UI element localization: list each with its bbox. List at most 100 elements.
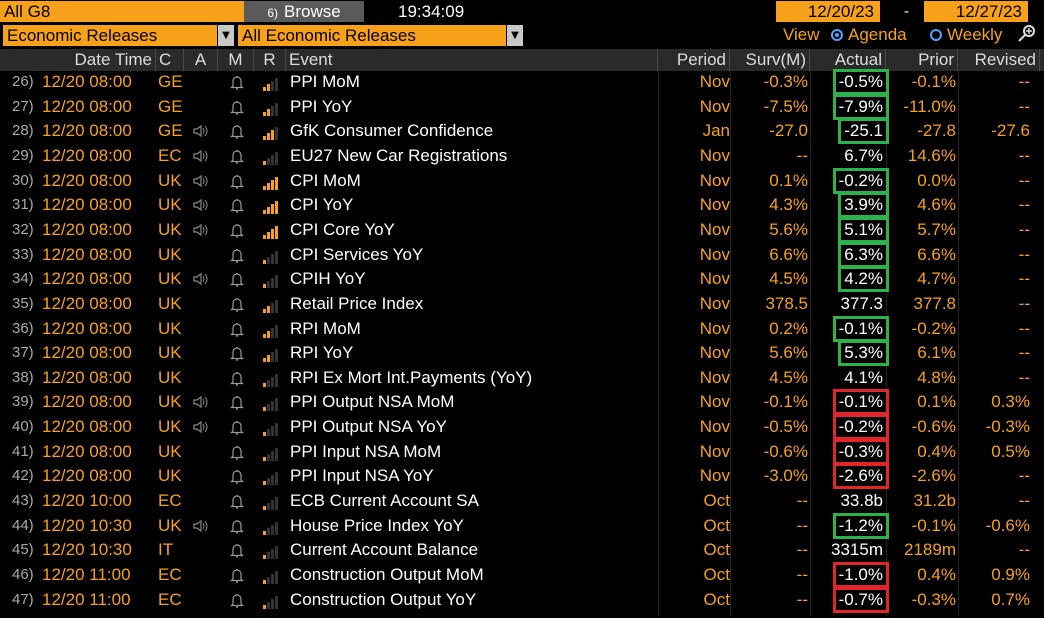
subcategory-select[interactable]: All Economic Releases — [238, 25, 506, 46]
table-row[interactable]: 27) 12/20 08:00 GE PPI YoY Nov -7.5% -7.9% -11.… — [0, 93, 1044, 120]
chevron-down-icon[interactable]: ▼ — [218, 25, 234, 46]
beat-highlight-box — [838, 241, 889, 268]
date-from-field[interactable]: 12/20/23 — [776, 1, 880, 22]
relevance-bars-icon — [262, 199, 280, 223]
table-row[interactable]: 39) 12/20 08:00 UK PPI Output NSA MoM Nov -0.… — [0, 389, 1044, 416]
row-revised: -- — [1018, 72, 1030, 91]
col-country[interactable]: C — [156, 49, 184, 71]
bell-icon[interactable] — [228, 292, 246, 316]
bell-icon[interactable] — [228, 243, 246, 267]
table-row[interactable]: 45) 12/20 10:30 IT Current Account Balance O… — [0, 538, 1044, 563]
bell-icon[interactable] — [228, 415, 246, 439]
row-survey: -0.5% — [763, 417, 808, 437]
row-country: UK — [158, 441, 182, 461]
bell-icon[interactable] — [228, 95, 246, 119]
table-row[interactable]: 28) 12/20 08:00 GE GfK Consumer Confidence J… — [0, 118, 1044, 145]
bell-icon[interactable] — [228, 440, 246, 464]
speaker-icon[interactable] — [192, 218, 210, 242]
speaker-icon[interactable] — [192, 169, 210, 193]
col-datetime[interactable]: Date Time — [0, 49, 156, 71]
col-prior[interactable]: Prior — [886, 49, 958, 71]
bell-icon[interactable] — [228, 366, 246, 390]
row-revised: -- — [1018, 195, 1030, 215]
table-row[interactable]: 40) 12/20 08:00 UK PPI Output NSA YoY Nov -0.… — [0, 414, 1044, 441]
bell-icon[interactable] — [228, 144, 246, 168]
table-row[interactable]: 32) 12/20 08:00 UK CPI Core YoY Nov 5.6% 5.1% 5… — [0, 216, 1044, 243]
table-row[interactable]: 42) 12/20 08:00 UK PPI Input NSA YoY Nov -3.0… — [0, 463, 1044, 490]
zoom-icon[interactable] — [1016, 24, 1038, 48]
table-row[interactable]: 36) 12/20 08:00 UK RPI MoM Nov 0.2% -0.1% -0.2%… — [0, 315, 1044, 342]
col-survey[interactable]: Surv(M) — [730, 49, 810, 71]
row-period: Nov — [699, 244, 730, 264]
beat-highlight-box — [838, 340, 889, 367]
weekly-radio[interactable] — [930, 29, 942, 41]
bell-icon[interactable] — [228, 464, 246, 488]
speaker-icon[interactable] — [192, 144, 210, 168]
bell-icon[interactable] — [228, 169, 246, 193]
col-actual[interactable]: Actual — [810, 49, 886, 71]
bell-icon[interactable] — [228, 119, 246, 143]
speaker-icon[interactable] — [192, 415, 210, 439]
browse-icon: 6) — [267, 6, 278, 20]
row-event: EU27 New Car Registrations — [290, 145, 508, 165]
chevron-down-icon[interactable]: ▼ — [507, 25, 523, 46]
col-event[interactable]: Event — [286, 49, 658, 71]
table-row[interactable]: 34) 12/20 08:00 UK CPIH YoY Nov 4.5% 4.2% 4.7% -… — [0, 266, 1044, 293]
bell-icon[interactable] — [228, 538, 246, 562]
col-period[interactable]: Period — [658, 49, 730, 71]
agenda-radio[interactable] — [831, 29, 843, 41]
browse-button[interactable]: 6) Browse — [244, 1, 364, 22]
speaker-icon[interactable] — [192, 267, 210, 291]
weekly-label[interactable]: Weekly — [947, 25, 1003, 44]
relevance-bars-icon — [262, 396, 280, 420]
table-row[interactable]: 31) 12/20 08:00 UK CPI YoY Nov 4.3% 3.9% 4.6% -- — [0, 192, 1044, 219]
row-prior: 6.6% — [917, 244, 956, 264]
bell-icon[interactable] — [228, 563, 246, 587]
table-row[interactable]: 29) 12/20 08:00 EC EU27 New Car Registratio… — [0, 144, 1044, 169]
agenda-label[interactable]: Agenda — [848, 25, 907, 44]
row-datetime: 12/20 08:00 — [42, 121, 132, 141]
bell-icon[interactable] — [228, 390, 246, 414]
bell-icon[interactable] — [228, 514, 246, 538]
table-row[interactable]: 43) 12/20 10:00 EC ECB Current Account SA Oc… — [0, 489, 1044, 514]
bell-icon[interactable] — [228, 70, 246, 94]
row-index: 43) — [12, 492, 34, 510]
table-row[interactable]: 26) 12/20 08:00 GE PPI MoM Nov -0.3% -0.5% -0.1… — [0, 69, 1044, 95]
category-select[interactable]: Economic Releases — [3, 25, 217, 46]
col-relevance[interactable]: R — [254, 49, 286, 71]
table-row[interactable]: 47) 12/20 11:00 EC Construction Output YoY O… — [0, 586, 1044, 613]
group-field[interactable]: All G8 — [0, 1, 244, 22]
table-row[interactable]: 37) 12/20 08:00 UK RPI YoY Nov 5.6% 5.3% 6.1% -- — [0, 340, 1044, 367]
bell-icon[interactable] — [228, 193, 246, 217]
table-row[interactable]: 41) 12/20 08:00 UK PPI Input NSA MoM Nov -0.6… — [0, 438, 1044, 465]
speaker-icon[interactable] — [192, 514, 210, 538]
row-datetime: 12/20 08:00 — [42, 466, 132, 486]
col-revised[interactable]: Revised — [958, 49, 1040, 71]
table-row[interactable]: 30) 12/20 08:00 UK CPI MoM Nov 0.1% -0.2% 0.0% -… — [0, 167, 1044, 194]
row-event: RPI MoM — [290, 318, 361, 338]
bell-icon[interactable] — [228, 218, 246, 242]
speaker-icon[interactable] — [192, 119, 210, 143]
speaker-icon[interactable] — [192, 193, 210, 217]
bell-icon[interactable] — [228, 341, 246, 365]
column-divider — [958, 49, 959, 616]
col-monitor[interactable]: M — [218, 49, 254, 71]
bell-icon[interactable] — [228, 588, 246, 612]
bell-icon[interactable] — [228, 267, 246, 291]
bell-icon[interactable] — [228, 317, 246, 341]
speaker-icon[interactable] — [192, 390, 210, 414]
table-row[interactable]: 46) 12/20 11:00 EC Construction Output MoM O… — [0, 562, 1044, 588]
table-row[interactable]: 38) 12/20 08:00 UK RPI Ex Mort Int.Payments… — [0, 366, 1044, 391]
row-datetime: 12/20 08:00 — [42, 244, 132, 264]
col-alert[interactable]: A — [184, 49, 218, 71]
table-row[interactable]: 35) 12/20 08:00 UK Retail Price Index Nov 378… — [0, 292, 1044, 317]
row-event: PPI MoM — [290, 72, 360, 91]
bell-icon[interactable] — [228, 489, 246, 513]
row-country: GE — [158, 121, 183, 141]
row-prior: -0.2% — [911, 318, 956, 338]
table-row[interactable]: 44) 12/20 10:30 UK House Price Index YoY Oct… — [0, 512, 1044, 539]
relevance-bars-icon — [262, 372, 280, 396]
table-row[interactable]: 33) 12/20 08:00 UK CPI Services YoY Nov 6.6% 6… — [0, 241, 1044, 268]
date-to-field[interactable]: 12/27/23 — [924, 1, 1028, 22]
